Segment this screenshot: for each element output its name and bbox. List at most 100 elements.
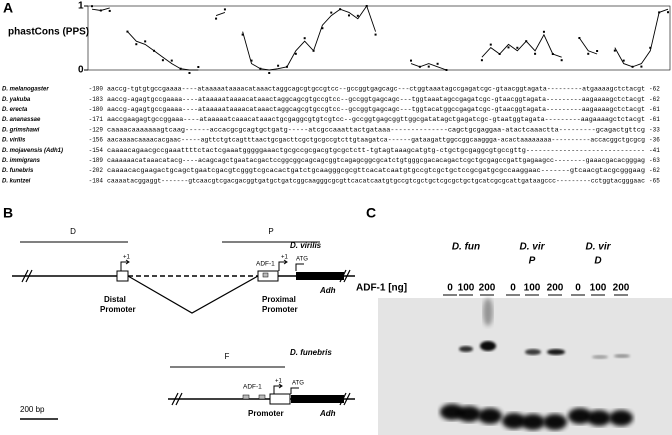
data-point: [587, 52, 590, 55]
conservation-line: [215, 11, 226, 17]
data-point: [667, 11, 669, 14]
start-position: -189: [89, 157, 104, 164]
data-point: [489, 43, 492, 46]
break: [21, 269, 351, 283]
promoter-label: Proximal: [262, 295, 296, 304]
data-point: [542, 30, 545, 33]
data-point: [250, 59, 253, 62]
tss-arrow: [278, 259, 288, 271]
panel-letter: A: [3, 0, 13, 16]
splice: [127, 275, 259, 314]
data-point: [108, 9, 111, 12]
sequence: caaaacacgaagactgcagctgaatcgacgtcgggtcgca…: [107, 167, 645, 174]
data-point: [126, 30, 129, 33]
adf1-site: [258, 394, 266, 400]
sequence: aaccg-agagtgccgaaaa----ataaaaataaaacataa…: [107, 96, 645, 103]
data-point: [321, 27, 324, 30]
data-point: [188, 72, 191, 74]
start-position: -171: [89, 116, 104, 123]
start-position: -202: [89, 167, 104, 174]
start-position: -183: [89, 96, 104, 103]
band: [568, 408, 592, 424]
species-label: D. funebris: [290, 348, 332, 357]
band: [525, 349, 541, 355]
data-point: [410, 59, 413, 62]
region-label: P: [268, 227, 273, 236]
band: [609, 410, 633, 426]
data-point: [622, 59, 625, 62]
adf1-site: [262, 272, 269, 278]
tss-arrow: [273, 383, 283, 394]
data-point: [649, 46, 652, 49]
species-name: D. yakuba: [2, 97, 31, 103]
y-tick-label: 0: [78, 65, 84, 76]
data-point: [436, 62, 439, 65]
start-position: -154: [89, 147, 104, 154]
end-position: -62: [649, 96, 660, 103]
data-point: [560, 59, 563, 62]
species-name: D. virilis: [2, 138, 26, 144]
species-name: D. funebris: [2, 168, 34, 174]
lane-group-sublabel: P: [529, 256, 536, 267]
band: [480, 341, 496, 351]
band: [543, 414, 567, 430]
lane-label: 100: [524, 283, 541, 294]
start-position: -180: [89, 86, 104, 93]
start-position: -184: [89, 177, 104, 184]
conservation-line: [91, 7, 110, 11]
coding: [296, 272, 344, 280]
lane-label: 0: [575, 283, 581, 294]
coding: [291, 395, 344, 403]
end-position: -65: [649, 177, 660, 184]
data-point: [215, 17, 218, 20]
data-point: [91, 5, 93, 8]
lane-group-label: D. vir: [585, 242, 611, 253]
start-position: -156: [89, 137, 104, 144]
band: [478, 408, 502, 424]
data-point: [596, 50, 599, 52]
atg-label: ATG: [292, 381, 304, 387]
data-point: [347, 14, 350, 17]
data-point: [161, 59, 164, 62]
end-position: -61: [649, 106, 660, 113]
lane-label: 0: [447, 283, 453, 294]
band: [592, 355, 608, 359]
conservation-line: [579, 37, 598, 55]
promoter-label: Promoter: [262, 305, 298, 314]
panel-letter: C: [366, 205, 376, 221]
lane-group-label: D. fun: [452, 242, 480, 253]
data-point: [241, 33, 244, 36]
sequence: caaaatacggaggt-------gtcaacgtcgacgacggtg…: [107, 177, 645, 184]
site-label: ADF-1: [243, 384, 262, 391]
data-point: [294, 52, 297, 55]
exon: [116, 270, 129, 282]
conservation-line: [410, 63, 447, 71]
data-point: [374, 33, 377, 36]
tss-label: +1: [281, 255, 289, 261]
panel-c: C ADF-1 [ng] D. fun 0 100 200 D. vir P 0 100 200…: [356, 205, 672, 435]
gene-label: Adh: [319, 286, 336, 295]
data-point: [356, 14, 359, 17]
data-point: [427, 65, 430, 68]
data-point: [507, 46, 510, 49]
panel-letter: B: [3, 205, 13, 221]
species-name: D. melanogaster: [2, 87, 49, 93]
band: [483, 298, 493, 326]
data-point: [613, 49, 616, 52]
species-name: D. erecta: [2, 107, 28, 113]
site-label: ADF-1: [256, 261, 275, 268]
promoter-label: Distal: [104, 295, 126, 304]
data-point: [277, 64, 280, 67]
atg-label: ATG: [296, 257, 308, 263]
species-name: D. ananassae: [2, 117, 41, 123]
region-label: D: [70, 227, 76, 236]
break: [171, 392, 351, 406]
band: [521, 414, 545, 430]
species-name: D. immigrans: [2, 158, 41, 164]
y-tick-label: 1: [78, 1, 84, 12]
plot-frame: [87, 5, 671, 71]
data-point: [144, 40, 147, 43]
lane-label: 200: [613, 283, 630, 294]
promoter-label: Promoter: [100, 305, 136, 314]
adf1-site: [242, 394, 250, 400]
